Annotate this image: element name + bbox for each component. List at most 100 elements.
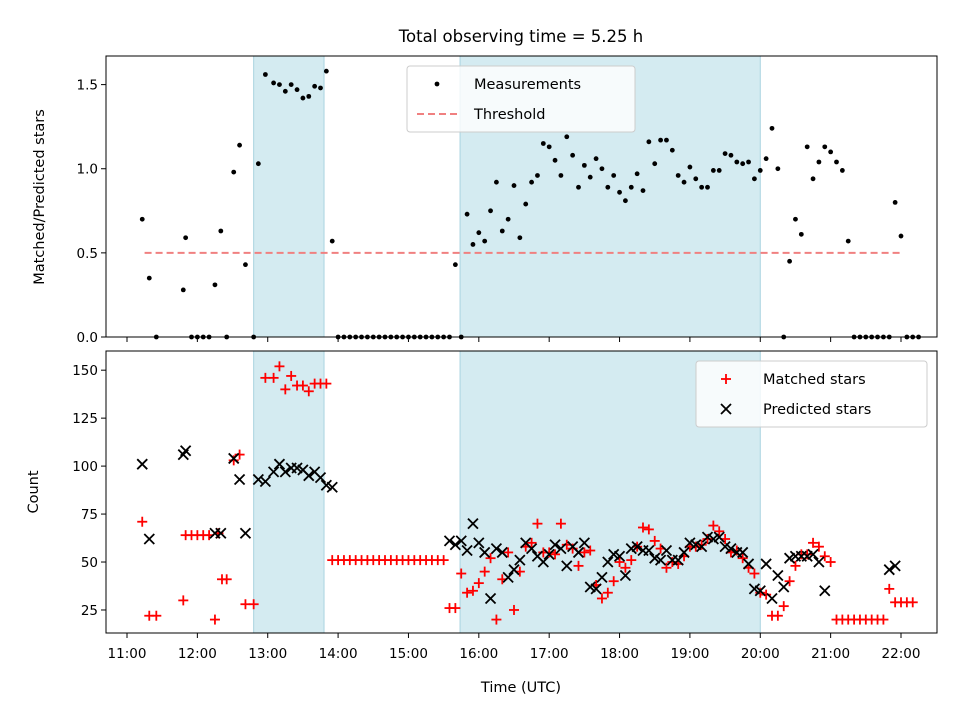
matched-star-point [643,524,654,535]
predicted-star-point [449,539,462,551]
measurement-point [318,85,323,91]
predicted-star-stroke [695,541,708,553]
matched-star-point [151,610,162,621]
predicted-star-stroke [883,564,895,576]
top-y-tick-label: 1.5 [77,78,98,94]
predicted-star-point [215,527,227,539]
matched-star-point [456,568,467,579]
measurement-point [294,87,300,93]
top-y-axis-label: Matched/Predicted stars [32,109,48,285]
matched-star-point [690,541,701,552]
measurement-point [306,93,312,99]
measurement-point [476,230,482,236]
predicted-star-stroke [239,527,252,539]
matched-star-point [509,604,519,615]
predicted-star-point [678,546,690,559]
predicted-star-point [742,558,755,570]
predicted-star-stroke [508,564,520,576]
legend-label: Matched stars [763,372,866,388]
matched-star-point [608,576,619,587]
predicted-star-stroke [479,546,491,559]
predicted-star-point [279,466,291,478]
top-legend: Measurements Threshold [406,65,636,133]
predicted-star-point [631,541,643,553]
predicted-star-stroke [490,542,503,555]
x-tick-label: 15:00 [389,646,428,662]
predicted-star-stroke [449,539,462,551]
predicted-star-point [228,452,240,465]
predicted-star-stroke [631,541,643,553]
measurement-point [593,156,599,162]
predicted-star-point [561,560,573,572]
matched-star-point [790,560,801,571]
measurement-point [523,201,529,207]
measurement-point [529,179,534,185]
measurement-point [464,211,470,217]
predicted-star-stroke [467,518,479,530]
measurement-point [599,166,605,172]
matched-star-point [450,603,461,614]
matched-star-point [526,537,537,548]
matched-star-point [532,518,543,529]
matched-star-point [268,372,279,383]
matched-star-point [907,597,918,608]
matched-star-point [772,610,783,621]
predicted-star-stroke [572,546,585,559]
predicted-star-point [496,546,508,559]
predicted-star-point [461,544,473,557]
top-panel: 0.0 0.5 1.0 1.5 Measurements Threshold [77,55,938,346]
predicted-star-point [267,466,280,478]
predicted-star-stroke [537,556,549,568]
x-tick-label: 16:00 [459,646,498,662]
predicted-star-stroke [531,550,544,562]
predicted-star-point [695,541,708,553]
bottom-y-tick-label: 25 [81,603,98,619]
measurement-point [570,152,576,158]
matched-star-point [649,535,660,546]
predicted-star-point [643,544,655,557]
matched-star-point [178,595,189,606]
matched-star-point [819,551,830,562]
measurement-point [804,144,810,150]
legend-predicted-marker [720,403,732,415]
predicted-star-stroke [649,552,661,564]
measurement-point [845,238,851,244]
measurement-point [282,88,288,94]
predicted-star-stroke [690,539,702,551]
predicted-star-stroke [484,592,497,605]
measurement-point [139,216,145,222]
top-y-tick-label: 0.0 [77,330,98,346]
predicted-star-stroke [713,531,725,543]
predicted-star-stroke [566,541,579,553]
measurement-point [611,173,617,178]
predicted-star-stroke [578,537,591,549]
predicted-star-stroke [320,479,333,491]
measurement-point [898,233,904,239]
predicted-star-stroke [259,475,272,488]
measurement-point [722,151,728,156]
predicted-star-stroke [443,535,456,547]
predicted-star-stroke [179,445,192,457]
predicted-star-stroke [684,537,696,549]
matched-star-point [274,361,285,372]
top-axes-frame [105,55,938,338]
predicted-star-stroke [748,583,761,595]
legend-label: Predicted stars [763,402,871,418]
measurement-point [146,275,152,281]
measurement-point [669,147,675,153]
matched-star-point [884,583,895,594]
predicted-star-stroke [760,558,772,570]
matched-star-point [661,562,672,573]
x-tick-label: 18:00 [600,646,639,662]
measurement-point [323,68,329,74]
measurement-point [816,159,822,165]
bottom-axes-frame [105,350,938,634]
predicted-star-stroke [303,470,315,482]
bottom-panel: 25 50 75 100 125 150 11:00 12:00 13:00 14:00 15:00… [72,350,938,662]
bottom-legend: Matched stars Predicted stars [695,360,928,428]
measurement-point [623,198,628,204]
measurement-point [681,179,687,185]
measurement-point [687,164,693,170]
matched-star-point [303,386,314,397]
measurement-point [787,258,792,264]
